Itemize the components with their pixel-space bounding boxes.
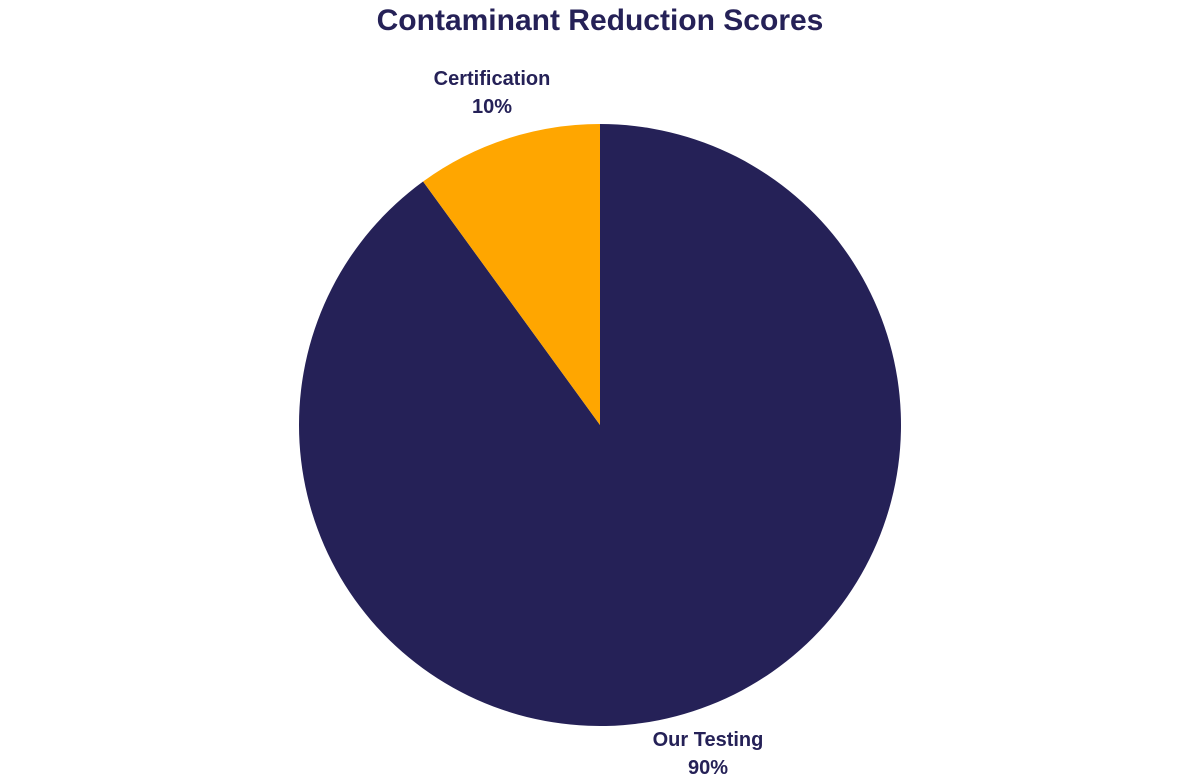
pie-labels: Our Testing 90% Certification 10% [434, 68, 764, 779]
pie-slice-our-testing [298, 124, 901, 726]
pie-slice-certification [423, 124, 600, 425]
slice-label: Certification [434, 68, 551, 90]
chart-title: Contaminant Reduction Scores [377, 4, 824, 37]
slice-value-label: 10% [472, 96, 512, 118]
pie-slices [298, 124, 901, 726]
slice-label: Our Testing [653, 729, 764, 751]
slice-value-label: 90% [688, 757, 728, 779]
